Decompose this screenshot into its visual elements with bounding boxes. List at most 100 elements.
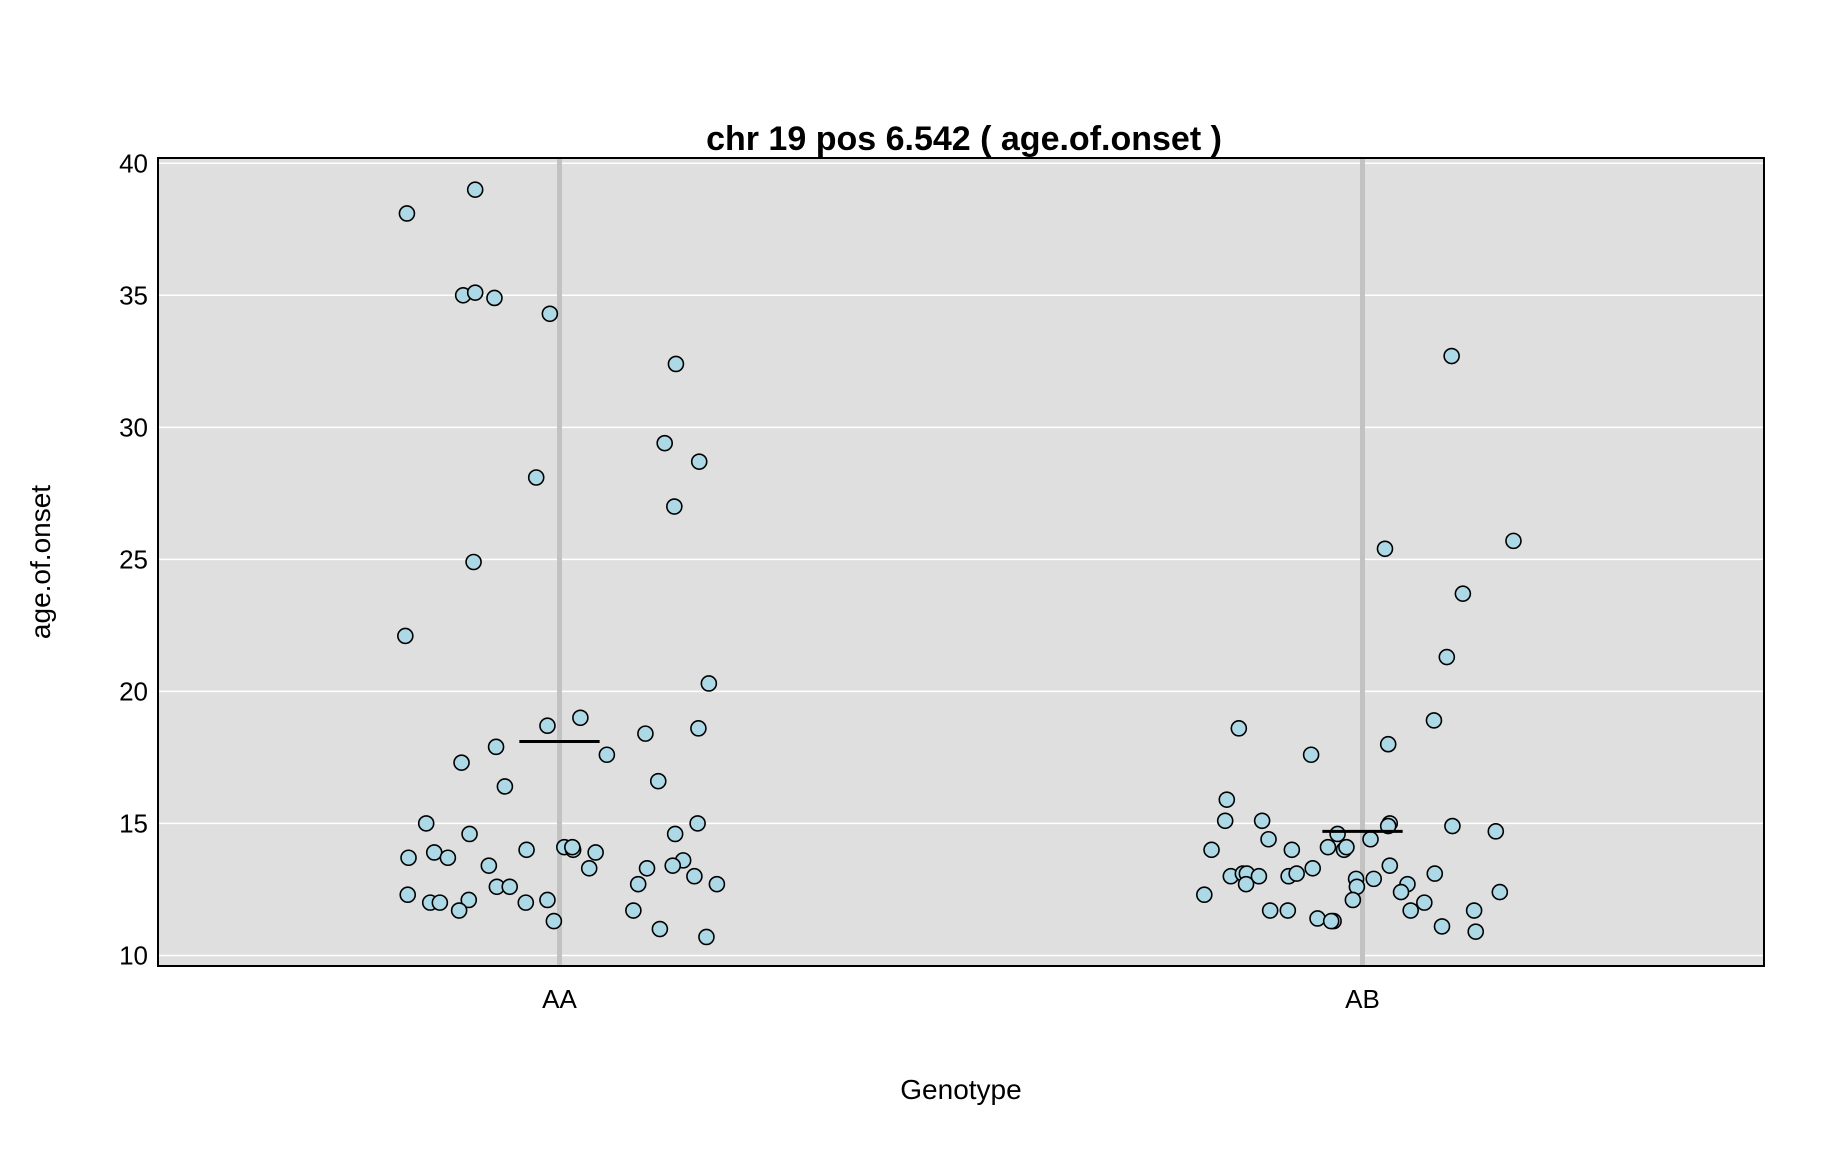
point-AB-29 xyxy=(1288,865,1305,882)
point-AB-14 xyxy=(1444,817,1461,835)
y-tick-15: 15 xyxy=(119,808,148,838)
point-AB-47 xyxy=(1309,910,1326,927)
point-AB-8 xyxy=(1302,746,1320,764)
point-AA-20 xyxy=(598,746,616,764)
point-AB-27 xyxy=(1250,867,1268,885)
point-AA-13 xyxy=(700,675,718,692)
point-AB-18 xyxy=(1260,830,1277,848)
point-AB-7 xyxy=(1379,735,1397,753)
point-AA-7 xyxy=(656,434,673,452)
point-AB-19 xyxy=(1203,841,1220,859)
point-AA-19 xyxy=(453,754,470,771)
point-AA-9 xyxy=(527,469,545,486)
point-AB-49 xyxy=(1322,912,1340,930)
point-AB-39 xyxy=(1392,883,1410,901)
point-AB-5 xyxy=(1425,712,1443,729)
point-AA-24 xyxy=(461,825,478,843)
point-AA-47 xyxy=(460,891,478,909)
point-AA-44 xyxy=(399,886,417,904)
point-AB-40 xyxy=(1491,883,1509,901)
point-AA-4 xyxy=(486,289,503,307)
x-axis-ticks: AA AB xyxy=(542,984,1380,1014)
point-AB-20 xyxy=(1283,841,1301,859)
y-axis-ticks: 10 15 20 25 30 35 40 xyxy=(119,148,148,970)
y-axis-label: age.of.onset xyxy=(25,485,56,639)
plot-frame xyxy=(157,157,1765,967)
point-AA-15 xyxy=(572,709,589,727)
point-AB-33 xyxy=(1237,875,1255,893)
point-AA-43 xyxy=(708,875,726,893)
point-AB-3 xyxy=(1454,585,1472,602)
point-AA-50 xyxy=(450,902,468,919)
y-tick-20: 20 xyxy=(119,676,148,706)
point-AA-11 xyxy=(465,553,482,571)
point-AB-21 xyxy=(1319,838,1337,856)
point-AA-35 xyxy=(480,857,498,874)
point-AA-0 xyxy=(398,205,416,222)
y-tick-25: 25 xyxy=(119,544,148,574)
point-AA-33 xyxy=(587,844,604,861)
point-AA-49 xyxy=(539,891,556,909)
point-AB-46 xyxy=(1465,902,1483,919)
plot-background xyxy=(158,158,1764,966)
point-AB-23 xyxy=(1338,838,1355,856)
point-AA-17 xyxy=(690,720,707,737)
point-AA-51 xyxy=(545,912,563,930)
point-AA-41 xyxy=(629,875,647,893)
point-AA-8 xyxy=(690,453,708,470)
data-points xyxy=(397,181,1522,946)
chart-title: chr 19 pos 6.542 ( age.of.onset ) xyxy=(706,120,1222,158)
point-AB-0 xyxy=(1443,347,1460,365)
point-AB-30 xyxy=(1304,860,1322,877)
point-AB-45 xyxy=(1402,902,1419,919)
y-tick-30: 30 xyxy=(119,412,148,442)
point-AA-3 xyxy=(466,284,484,301)
point-AB-51 xyxy=(1467,923,1485,940)
point-AA-53 xyxy=(651,920,669,938)
x-axis-label: Genotype xyxy=(900,1074,1021,1105)
point-AB-17 xyxy=(1362,830,1379,848)
point-AB-44 xyxy=(1279,902,1297,919)
x-tick-AB: AB xyxy=(1345,984,1380,1014)
point-AB-31 xyxy=(1381,857,1399,874)
point-AA-29 xyxy=(439,849,457,867)
point-AA-55 xyxy=(564,838,581,856)
x-tick-AA: AA xyxy=(542,984,577,1014)
point-AB-37 xyxy=(1196,886,1213,904)
point-AA-5 xyxy=(541,305,559,323)
point-AB-9 xyxy=(1218,791,1236,808)
point-AB-13 xyxy=(1379,817,1397,835)
mean-lines xyxy=(519,740,1403,833)
y-tick-40: 40 xyxy=(119,148,148,178)
point-AB-16 xyxy=(1329,825,1346,843)
point-AB-1 xyxy=(1505,532,1522,550)
point-AA-18 xyxy=(487,738,505,756)
point-AB-41 xyxy=(1344,891,1362,909)
y-tick-10: 10 xyxy=(119,940,148,970)
point-AB-32 xyxy=(1426,865,1444,882)
point-AA-46 xyxy=(431,894,449,911)
point-AA-14 xyxy=(539,717,556,735)
point-AA-54 xyxy=(698,928,715,946)
point-AB-11 xyxy=(1253,812,1271,830)
y-tick-35: 35 xyxy=(119,280,148,310)
point-AA-38 xyxy=(664,857,682,874)
point-AA-42 xyxy=(686,867,703,885)
point-AA-1 xyxy=(466,181,484,198)
point-AB-10 xyxy=(1216,812,1234,830)
point-AA-25 xyxy=(689,815,706,832)
point-AA-22 xyxy=(496,778,514,795)
point-AB-43 xyxy=(1261,902,1279,919)
point-AB-15 xyxy=(1487,823,1505,840)
point-AA-40 xyxy=(501,878,519,896)
point-AA-26 xyxy=(666,825,684,843)
point-AB-35 xyxy=(1365,870,1383,888)
point-AB-4 xyxy=(1438,648,1456,666)
point-AA-48 xyxy=(517,894,535,911)
point-AA-21 xyxy=(649,772,667,790)
point-AA-16 xyxy=(637,725,654,742)
point-AB-2 xyxy=(1376,540,1394,558)
point-AA-37 xyxy=(638,860,656,877)
point-AA-30 xyxy=(518,841,535,859)
